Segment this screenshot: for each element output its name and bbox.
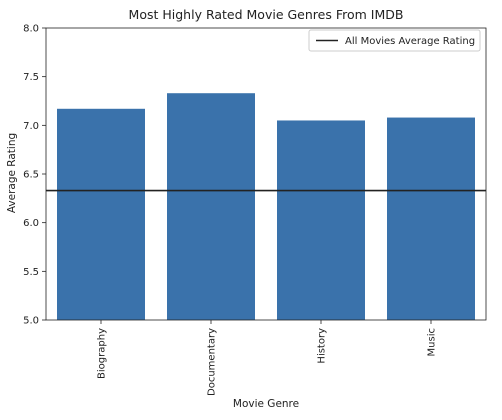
bar-biography [57, 108, 145, 320]
x-tick-label: History [317, 328, 328, 364]
bar-documentary [167, 93, 255, 321]
y-axis-label: Average Rating [6, 133, 18, 213]
chart-title: Most Highly Rated Movie Genres From IMDB [129, 7, 404, 22]
y-tick-label: 5.5 [23, 267, 39, 278]
legend-box [308, 29, 481, 52]
y-tick-label: 8.0 [23, 24, 39, 35]
y-tick-label: 7.5 [23, 72, 39, 83]
y-tick-label: 6.0 [23, 218, 39, 229]
plot-area: Biography Documentary History Music 5.0 5.5 6.… [23, 24, 487, 396]
legend-label: All Movies Average Rating [345, 36, 475, 47]
x-axis-label: Movie Genre [233, 398, 299, 410]
x-tick-label: Music [427, 328, 438, 356]
bar-music [387, 117, 475, 320]
y-tick-label: 7.0 [23, 121, 39, 132]
x-tick-label: Biography [97, 328, 108, 379]
legend: All Movies Average Rating [308, 29, 481, 52]
x-tick-label: Documentary [207, 328, 218, 396]
bar-history [277, 120, 365, 320]
y-tick-label: 6.5 [23, 170, 39, 181]
plot-frame [45, 27, 487, 321]
y-tick-label: 5.0 [23, 316, 39, 327]
